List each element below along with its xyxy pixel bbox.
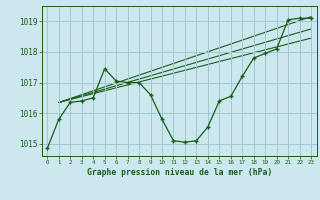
X-axis label: Graphe pression niveau de la mer (hPa): Graphe pression niveau de la mer (hPa) <box>87 168 272 177</box>
